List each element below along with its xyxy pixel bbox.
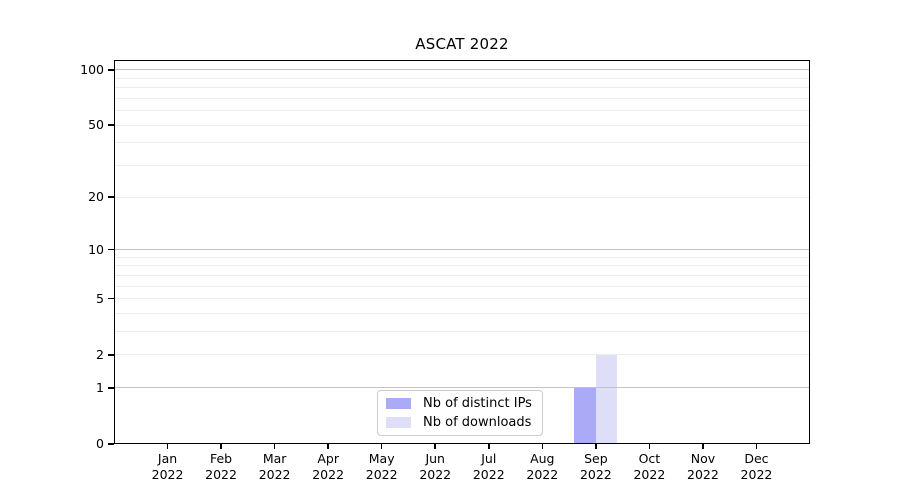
legend-item-distinct-ips: Nb of distinct IPs <box>386 396 534 411</box>
y-gridline-minor <box>114 298 810 300</box>
x-tick-label: Jun 2022 <box>419 451 452 482</box>
y-tick <box>108 297 114 300</box>
y-tick-label: 50 <box>88 117 104 133</box>
y-tick-label: 1 <box>96 379 104 395</box>
x-tick <box>166 444 169 449</box>
y-gridline-minor <box>114 285 810 287</box>
y-gridline-minor <box>114 265 810 267</box>
x-tick <box>595 444 597 449</box>
y-tick <box>108 69 114 71</box>
y-gridline-minor <box>114 87 810 89</box>
y-gridline-minor <box>114 97 810 99</box>
x-tick-label: Aug 2022 <box>526 451 559 482</box>
y-gridline-minor <box>114 142 810 144</box>
legend-label-downloads: Nb of downloads <box>423 415 532 430</box>
x-tick <box>273 444 276 449</box>
chart-title: ASCAT 2022 <box>415 35 509 53</box>
x-tick-label: Mar 2022 <box>258 451 291 482</box>
x-tick <box>541 444 544 449</box>
y-tick <box>108 354 114 356</box>
x-tick <box>488 444 490 449</box>
y-tick-label: 0 <box>96 436 104 451</box>
y-gridline-major <box>114 69 810 71</box>
x-tick <box>380 444 383 449</box>
y-gridline-minor <box>114 110 810 112</box>
y-gridline-major <box>114 387 810 389</box>
y-gridline-minor <box>114 354 810 356</box>
y-tick-label: 10 <box>88 241 104 257</box>
y-tick-label: 100 <box>80 61 104 77</box>
legend-swatch-downloads-icon <box>386 417 411 428</box>
x-tick <box>648 444 651 449</box>
bar-distinct-ips <box>574 387 596 444</box>
y-tick <box>108 248 114 251</box>
y-gridline-minor <box>114 165 810 167</box>
y-tick-label: 2 <box>96 346 104 362</box>
x-tick-label: Nov 2022 <box>687 451 719 482</box>
y-gridline-minor <box>114 196 810 198</box>
y-tick <box>108 124 114 126</box>
y-gridline-minor <box>114 256 810 258</box>
y-tick-label: 20 <box>88 189 104 205</box>
y-tick-label: 5 <box>96 290 104 306</box>
legend-swatch-distinct-ips-icon <box>386 398 411 409</box>
x-tick <box>327 444 329 449</box>
y-gridline-minor <box>114 77 810 79</box>
y-gridline-minor <box>114 124 810 126</box>
plot-area: Nb of distinct IPs Nb of downloads <box>114 60 810 444</box>
x-tick-label: Jul 2022 <box>472 451 505 482</box>
legend-item-downloads: Nb of downloads <box>386 415 534 430</box>
y-gridline-minor <box>114 313 810 314</box>
x-tick-label: Jan 2022 <box>151 451 184 482</box>
x-tick-label: Apr 2022 <box>312 451 345 482</box>
x-tick-label: Sep 2022 <box>579 451 612 482</box>
y-gridline-minor <box>114 331 810 333</box>
y-gridline-major <box>114 249 810 251</box>
bar-downloads <box>595 354 618 444</box>
x-tick-label: May 2022 <box>365 451 398 482</box>
y-gridline-minor <box>114 274 810 276</box>
x-tick <box>220 444 222 449</box>
legend: Nb of distinct IPs Nb of downloads <box>377 390 543 436</box>
y-tick <box>108 387 114 389</box>
y-tick <box>108 443 114 445</box>
x-tick-label: Feb 2022 <box>205 451 237 482</box>
x-tick <box>702 444 704 449</box>
x-tick <box>755 444 758 449</box>
x-tick-label: Oct 2022 <box>633 451 666 482</box>
y-tick <box>108 196 114 198</box>
legend-label-distinct-ips: Nb of distinct IPs <box>423 396 532 411</box>
x-tick-label: Dec 2022 <box>740 451 773 482</box>
x-tick <box>434 444 436 449</box>
